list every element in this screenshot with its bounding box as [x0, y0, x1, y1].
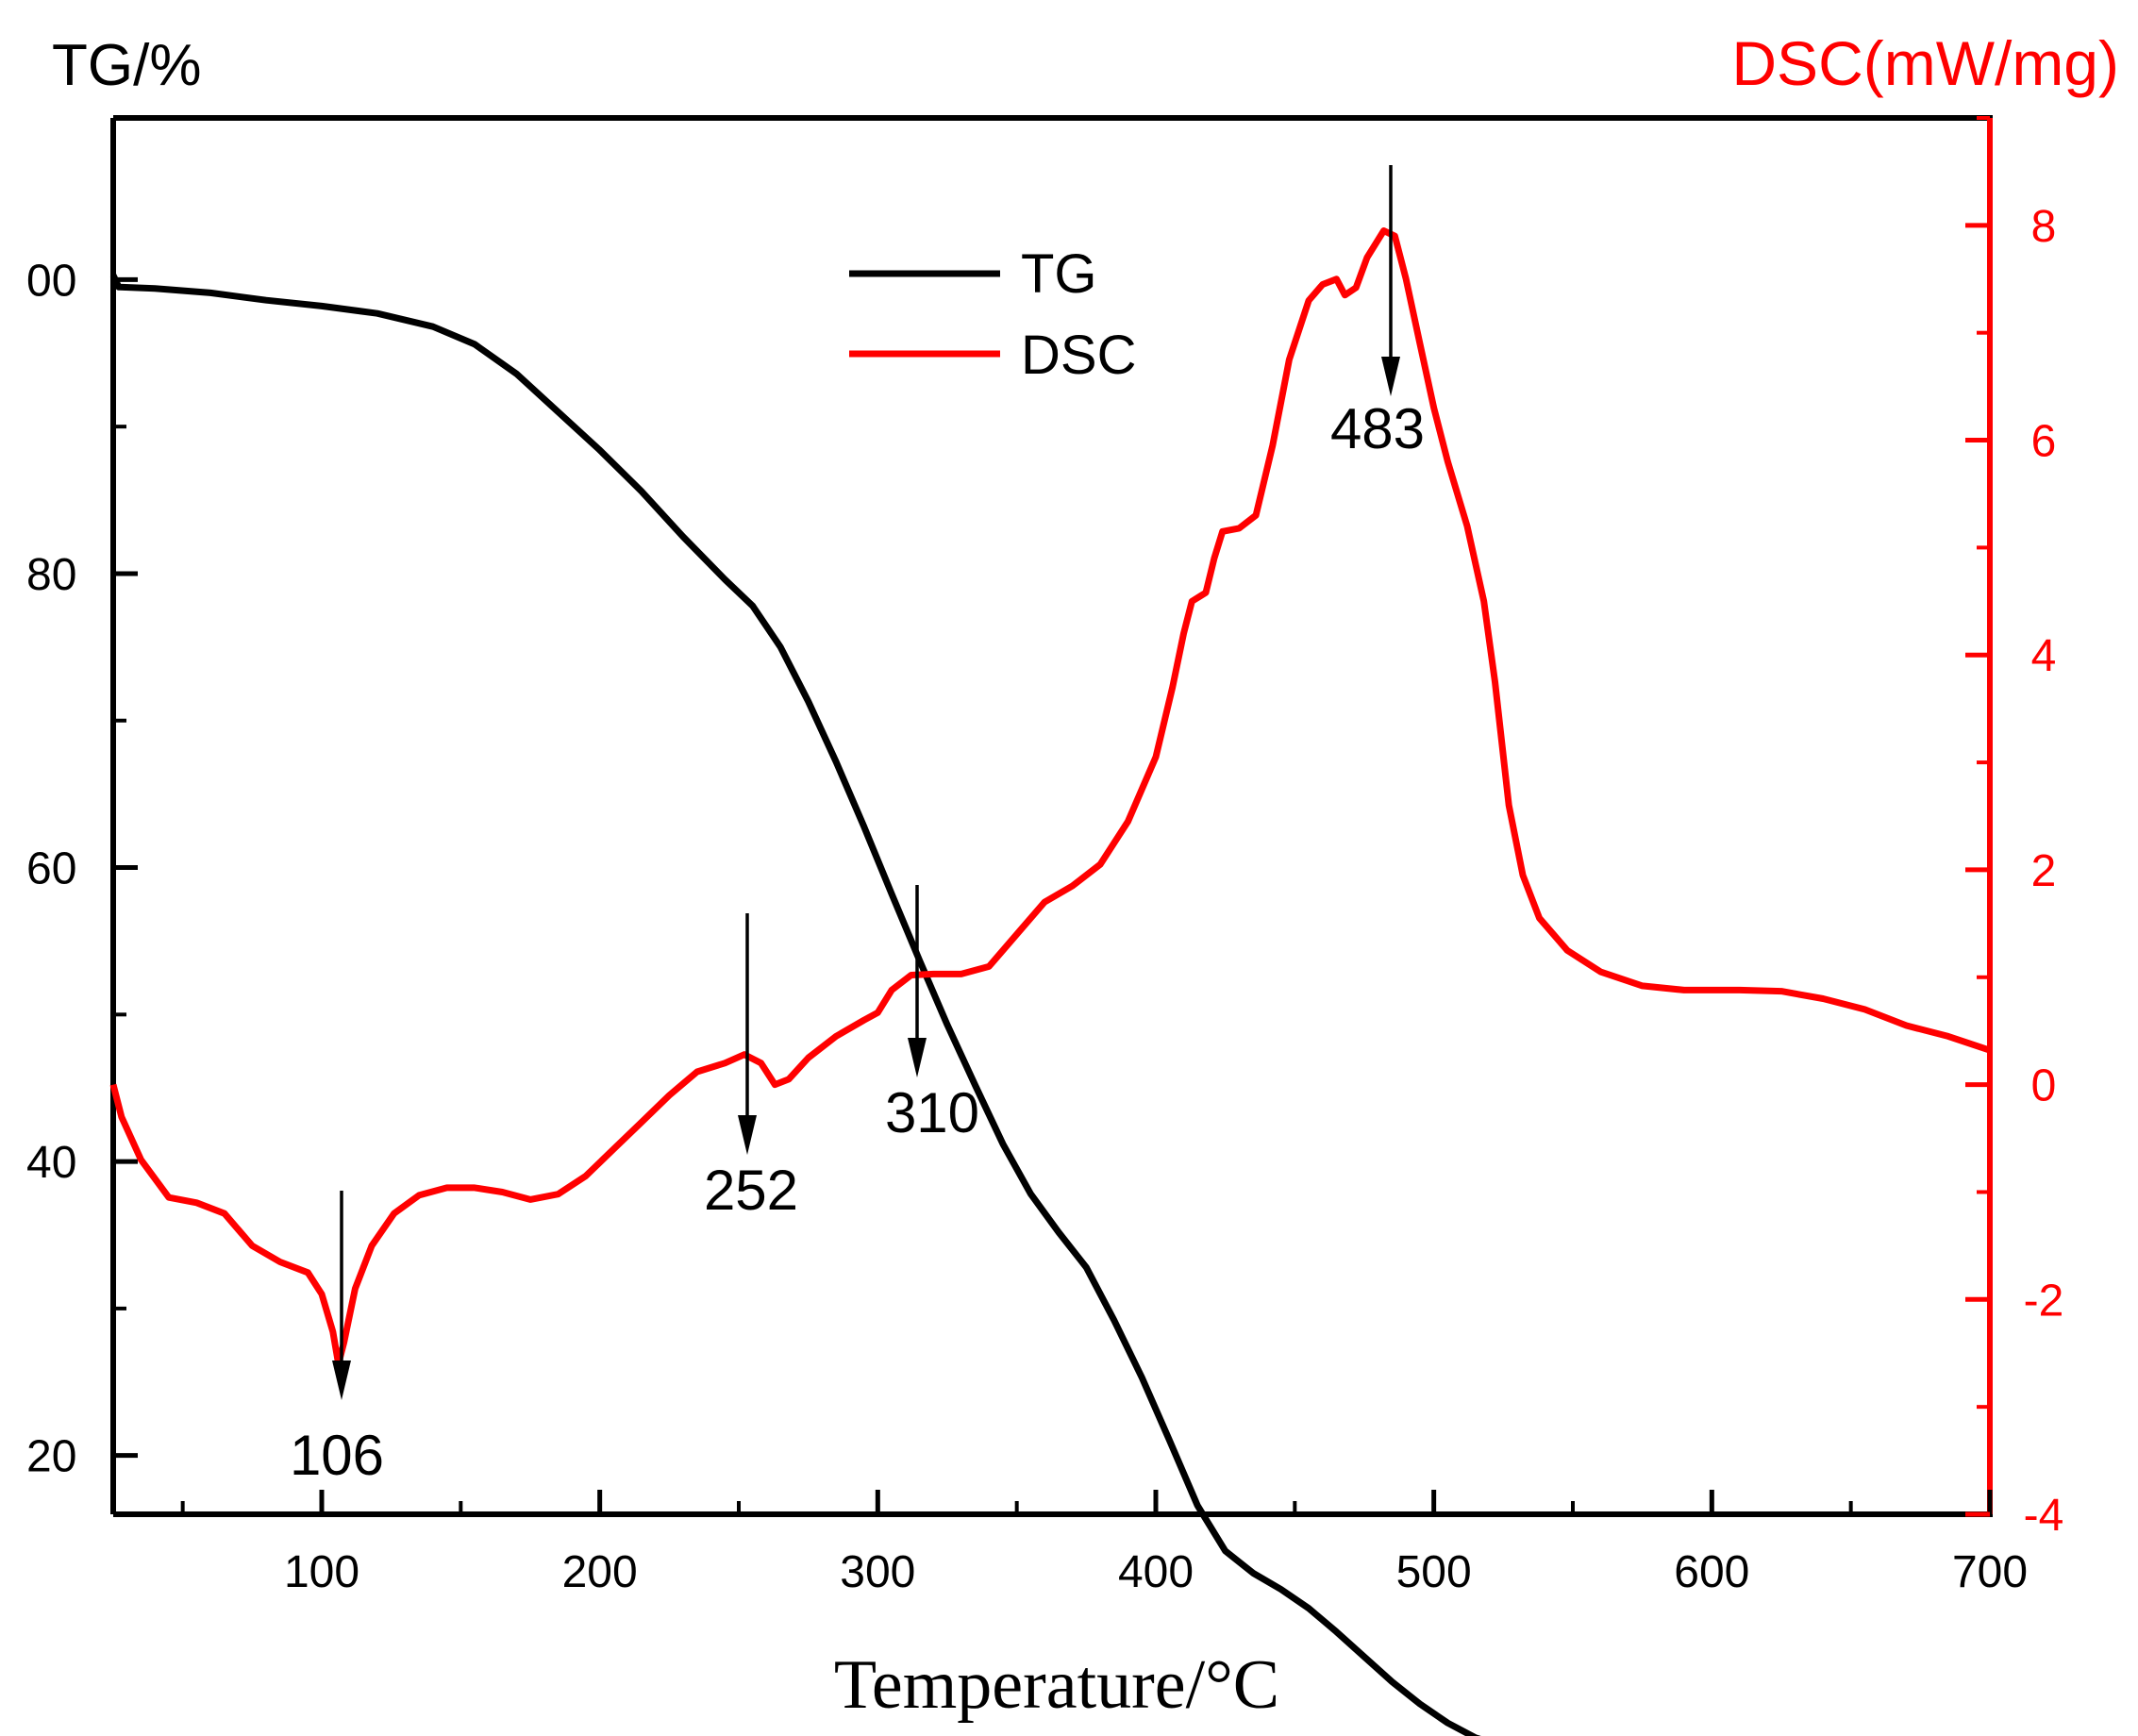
annotation-310: 310 — [885, 885, 979, 1144]
legend-label-tg: TG — [1021, 243, 1097, 305]
legend: TG DSC — [849, 243, 1136, 386]
annotation-label: 252 — [704, 1159, 798, 1222]
annotation-arrowhead — [738, 1115, 757, 1155]
x-axis-ticks: 100 200 300 400 500 600 700 — [180, 1490, 2028, 1597]
x-tick-label: 200 — [562, 1547, 638, 1597]
annotation-483: 483 — [1330, 165, 1425, 460]
y-left-tick-label: 00 — [26, 256, 76, 306]
x-tick-label: 500 — [1396, 1547, 1472, 1597]
y-right-axis-title: DSC(mW/mg) — [1731, 28, 2119, 98]
y-left-tick-label: 80 — [26, 550, 76, 600]
x-tick-label: 100 — [284, 1547, 359, 1597]
x-tick-label: 600 — [1674, 1547, 1749, 1597]
y-left-axis-title: TG/% — [52, 33, 201, 98]
y-right-tick-label: 6 — [2031, 417, 2057, 467]
y-left-tick-label: 40 — [26, 1138, 76, 1188]
dsc-series-line — [109, 227, 1992, 1368]
x-tick-label: 400 — [1118, 1547, 1194, 1597]
y-right-tick-label: 2 — [2031, 846, 2057, 896]
y-left-axis-ticks: 20 40 60 80 00 — [26, 256, 138, 1482]
y-left-tick-label: 20 — [26, 1432, 76, 1482]
x-axis-title: Temperature/°C — [834, 1646, 1279, 1724]
annotation-arrowhead — [332, 1360, 351, 1400]
annotation-arrowhead — [908, 1038, 927, 1077]
annotation-label: 483 — [1330, 397, 1425, 460]
y-right-axis-ticks: -4 -2 0 2 4 6 8 — [1965, 116, 2064, 1541]
annotation-label: 106 — [290, 1424, 384, 1487]
x-tick-label: 700 — [1952, 1547, 2028, 1597]
y-left-tick-label: 60 — [26, 844, 76, 894]
y-right-tick-label: -2 — [2024, 1276, 2064, 1326]
x-tick-label: 300 — [840, 1547, 915, 1597]
y-right-tick-label: 0 — [2031, 1061, 2057, 1111]
y-right-tick-label: -4 — [2024, 1491, 2064, 1541]
annotation-252: 252 — [704, 913, 798, 1222]
tg-series-line — [109, 274, 1481, 1736]
legend-label-dsc: DSC — [1021, 325, 1136, 386]
annotation-106: 106 — [290, 1191, 384, 1487]
y-right-tick-label: 4 — [2031, 631, 2057, 681]
annotation-label: 310 — [885, 1081, 979, 1144]
annotation-arrowhead — [1381, 357, 1400, 396]
y-right-tick-label: 8 — [2031, 202, 2057, 252]
